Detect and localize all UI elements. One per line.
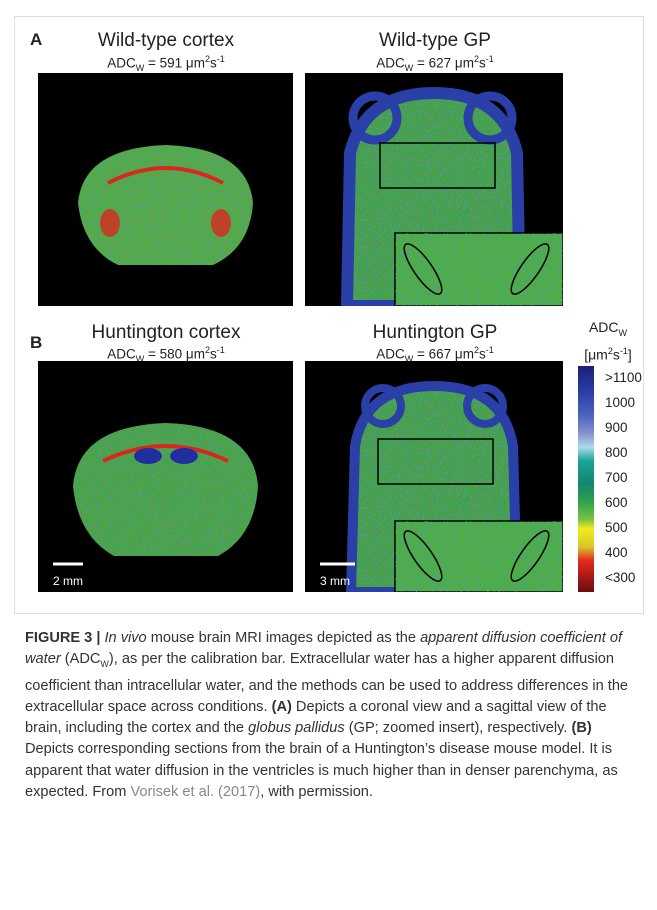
text: -1 <box>620 346 628 356</box>
colorbar-tick-label: 500 <box>605 520 628 535</box>
colorbar-tick-label: 900 <box>605 420 628 435</box>
image-title: Huntington GP <box>305 322 565 344</box>
text: ADC <box>589 319 619 335</box>
text: -1 <box>486 54 494 64</box>
text: s <box>210 347 217 362</box>
image-title: Wild-type cortex <box>36 30 296 52</box>
colorbar-tick-label: 800 <box>605 445 628 460</box>
adc-value: ADCW = 591 μm2s-1 <box>36 54 296 73</box>
colorbar-title: ADCW [μm2s-1] <box>580 318 636 363</box>
mri-coronal <box>38 361 293 592</box>
image-title: Wild-type GP <box>305 30 565 52</box>
colorbar-tick-label: 700 <box>605 470 628 485</box>
colorbar-tick-label: 1000 <box>605 395 635 410</box>
mri-sagittal <box>305 361 563 592</box>
text: -1 <box>486 345 494 355</box>
mri-sagittal <box>305 73 563 306</box>
text: ADC <box>107 56 136 71</box>
mri-coronal <box>38 73 293 306</box>
caption-text: FIGURE 3 | <box>25 630 105 646</box>
text: W <box>405 63 414 73</box>
scale-bar-label: 2 mm <box>53 574 83 588</box>
caption-text: (ADC <box>61 651 101 667</box>
text: s <box>210 56 217 71</box>
colorbar-tick-label: >1100 <box>605 370 642 385</box>
text: = 627 μm <box>413 56 474 71</box>
text: = 591 μm <box>144 56 205 71</box>
colorbar-tick-label: 400 <box>605 545 628 560</box>
text: ] <box>628 346 632 362</box>
text: W <box>619 328 628 338</box>
colorbar-tick-label: <300 <box>605 570 635 585</box>
colorbar-tick-label: 600 <box>605 495 628 510</box>
colorbar <box>578 366 594 592</box>
text: ADC <box>376 347 405 362</box>
caption-text: globus pallidus <box>248 720 345 736</box>
text: -1 <box>217 345 225 355</box>
text: W <box>136 63 145 73</box>
caption-text: In vivo <box>105 630 147 646</box>
adc-value: ADCW = 627 μm2s-1 <box>305 54 565 73</box>
text: ADC <box>376 56 405 71</box>
caption: FIGURE 3 | In vivo mouse brain MRI image… <box>25 628 637 803</box>
text: ADC <box>107 347 136 362</box>
text: s <box>479 56 486 71</box>
text: s <box>479 347 486 362</box>
text: [μm <box>584 346 608 362</box>
scale-bar-label: 3 mm <box>320 574 350 588</box>
text: = 580 μm <box>144 347 205 362</box>
text: s <box>613 346 620 362</box>
caption-text: (GP; zoomed insert), respectively. <box>345 720 572 736</box>
text: = 667 μm <box>413 347 474 362</box>
citation-link[interactable]: Vorisek et al. (2017) <box>130 784 260 800</box>
caption-text: (B) <box>572 720 592 736</box>
caption-text: , with permission. <box>260 784 373 800</box>
text: -1 <box>217 54 225 64</box>
page: A B Wild-type cortexADCW = 591 μm2s-1Wil… <box>0 0 657 910</box>
caption-text: (A) <box>272 699 292 715</box>
image-title: Huntington cortex <box>36 322 296 344</box>
caption-text: mouse brain MRI images depicted as the <box>147 630 420 646</box>
caption-text: W <box>100 659 109 669</box>
